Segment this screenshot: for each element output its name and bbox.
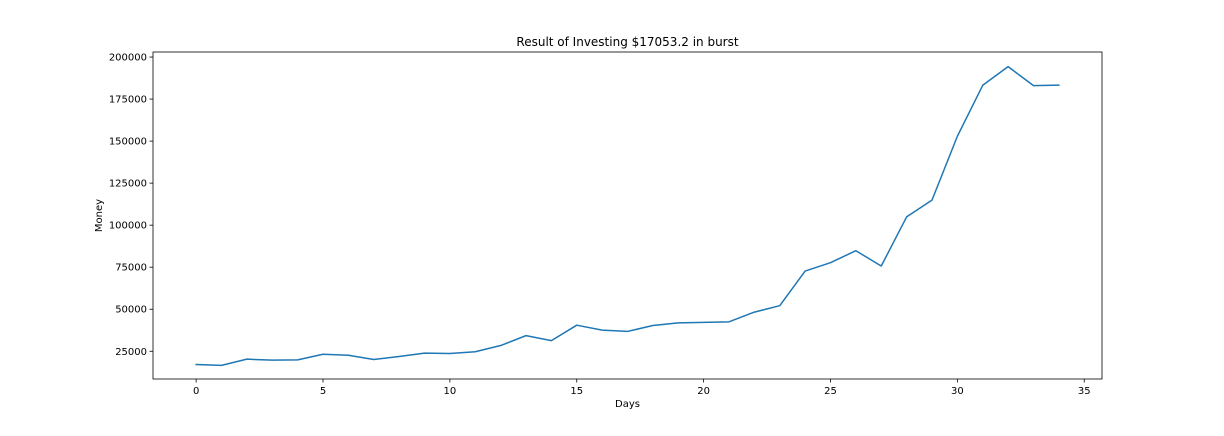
y-tick-label: 100000 (109, 221, 147, 232)
x-tick-label: 5 (320, 386, 326, 397)
x-tick-label: 35 (1078, 386, 1091, 397)
x-tick-label: 25 (824, 386, 837, 397)
x-tick-label: 15 (570, 386, 583, 397)
y-tick-label: 50000 (115, 305, 147, 316)
y-tick-label: 175000 (109, 95, 147, 106)
y-tick-label: 200000 (109, 53, 147, 64)
y-axis-label: Money (94, 199, 105, 232)
y-tick-label: 125000 (109, 179, 147, 190)
x-tick-label: 10 (444, 386, 457, 397)
chart-title: Result of Investing $17053.2 in burst (516, 35, 738, 49)
y-tick-label: 25000 (115, 347, 147, 358)
x-axis-label: Days (615, 399, 640, 410)
y-tick-label: 75000 (115, 263, 147, 274)
x-tick-label: 0 (193, 386, 199, 397)
x-tick-label: 30 (951, 386, 964, 397)
x-tick-label: 20 (697, 386, 710, 397)
y-tick-label: 150000 (109, 137, 147, 148)
